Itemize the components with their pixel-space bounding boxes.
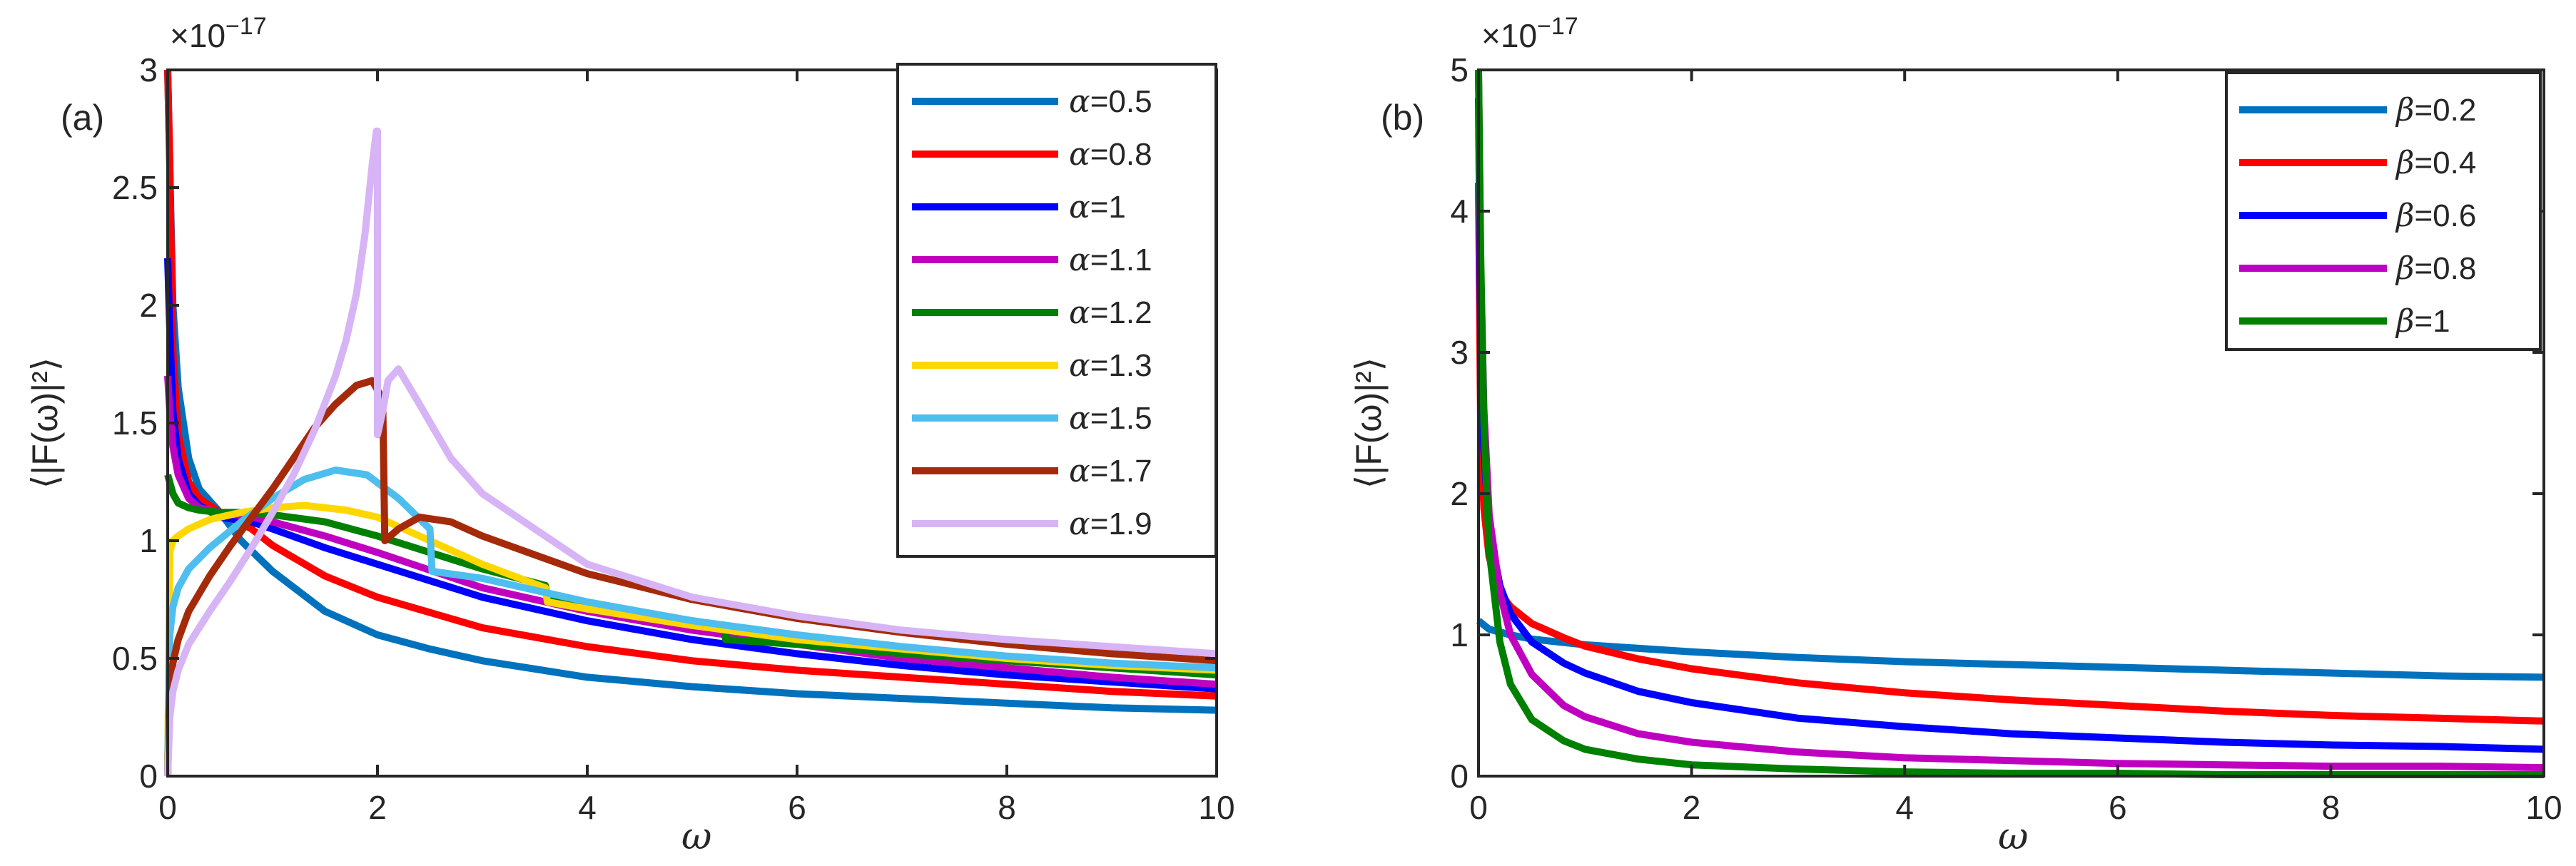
legend-label: β=0.2 <box>2395 92 2476 128</box>
legend-symbol: α <box>1069 295 1090 331</box>
x-tick-label: 6 <box>788 789 806 826</box>
y-tick-label: 2.5 <box>112 169 158 206</box>
y-tick-label: 4 <box>1450 193 1469 230</box>
series-line-α-1.1 <box>164 375 1217 688</box>
panel-b-ticks: 0 2 4 6 8 10 0 1 2 3 4 5 <box>1450 51 2562 826</box>
panel-b-label: (b) <box>1381 98 1424 138</box>
legend-label: β=0.6 <box>2395 198 2476 234</box>
legend-value: =1 <box>1090 190 1126 225</box>
legend-value: =0.4 <box>2414 146 2476 180</box>
panel-b-axes-box <box>1477 68 2545 778</box>
x-tick-label: 10 <box>2525 789 2562 826</box>
x-tick-label: 0 <box>158 789 177 826</box>
series-line-α-1.9 <box>164 127 1217 777</box>
panel-a: 0 2 4 6 8 10 0 0.5 1 1.5 2 2.5 3 (a) ×10−17 ω ⟨|F(ω)… <box>25 13 1235 858</box>
x-tick-label: 0 <box>1469 789 1488 826</box>
panel-b-x-axis-label: ω <box>1998 815 2028 858</box>
x-tick-label: 4 <box>578 789 597 826</box>
legend-label: α=1.9 <box>1069 506 1152 542</box>
x-tick-label: 8 <box>998 789 1016 826</box>
x-tick-label: 6 <box>2109 789 2127 826</box>
panel-b-exponent: ×10−17 <box>1481 13 1578 54</box>
x-tick-label: 2 <box>368 789 387 826</box>
legend-value: =0.8 <box>2414 251 2476 286</box>
legend-value: =1.1 <box>1090 243 1152 277</box>
legend-value: =1 <box>2414 304 2450 339</box>
legend-symbol: α <box>1069 506 1090 542</box>
legend-symbol: β <box>2395 250 2414 287</box>
legend-label: α=0.5 <box>1069 83 1152 120</box>
legend-label: β=0.4 <box>2395 145 2476 181</box>
legend-symbol: β <box>2395 303 2414 340</box>
legend-symbol: α <box>1069 83 1090 120</box>
panel-a-legend-items: α=0.5α=0.8α=1α=1.1α=1.2α=1.3α=1.5α=1.7α=… <box>912 83 1152 542</box>
legend-label: β=0.8 <box>2395 250 2476 287</box>
legend-label: α=1 <box>1069 189 1126 225</box>
panel-a-label: (a) <box>61 98 104 138</box>
series-line-α-0.5 <box>164 69 1217 714</box>
y-tick-label: 0 <box>139 758 158 795</box>
y-tick-label: 3 <box>1450 334 1469 371</box>
legend-value: =0.6 <box>2414 198 2476 233</box>
legend-label: α=1.2 <box>1069 295 1152 331</box>
y-tick-label: 1 <box>139 522 158 559</box>
panel-a-series <box>164 69 1217 777</box>
legend-value: =1.9 <box>1090 506 1152 541</box>
panel-b-y-axis-label: ⟨|F(ω)|²⟩ <box>1349 357 1389 489</box>
legend-symbol: α <box>1069 347 1090 384</box>
legend-label: α=1.5 <box>1069 400 1152 437</box>
y-tick-label: 2 <box>139 287 158 324</box>
legend-label: α=1.3 <box>1069 347 1152 384</box>
x-tick-label: 8 <box>2322 789 2341 826</box>
y-tick-label: 1 <box>1450 616 1469 653</box>
legend-symbol: α <box>1069 400 1090 437</box>
x-tick-label: 10 <box>1198 789 1234 826</box>
y-tick-label: 0 <box>1450 758 1469 795</box>
panel-a-legend: α=0.5α=0.8α=1α=1.1α=1.2α=1.3α=1.5α=1.7α=… <box>896 63 1217 558</box>
legend-value: =1.5 <box>1090 401 1152 436</box>
panel-a-x-axis-label: ω <box>681 815 711 858</box>
y-tick-label: 1.5 <box>112 404 158 442</box>
y-tick-label: 5 <box>1450 51 1469 88</box>
panel-b-series <box>1475 69 2545 778</box>
panel-b-legend-items: β=0.2β=0.4β=0.6β=0.8β=1 <box>2239 92 2476 340</box>
legend-symbol: α <box>1069 136 1090 173</box>
legend-value: =1.3 <box>1090 348 1152 383</box>
panel-a-y-axis-label: ⟨|F(ω)|²⟩ <box>25 357 65 489</box>
legend-value: =1.2 <box>1090 295 1152 330</box>
legend-symbol: α <box>1069 453 1090 489</box>
y-tick-label: 0.5 <box>112 640 158 677</box>
legend-label: α=1.7 <box>1069 453 1152 489</box>
legend-value: =0.8 <box>1090 137 1152 172</box>
panel-b-legend: β=0.2β=0.4β=0.6β=0.8β=1 <box>2225 71 2542 351</box>
legend-value: =0.2 <box>2414 93 2476 128</box>
y-tick-label: 2 <box>1450 475 1469 512</box>
panel-b-legend-box <box>2225 71 2542 351</box>
x-tick-label: 4 <box>1895 789 1914 826</box>
legend-label: β=1 <box>2395 303 2450 340</box>
legend-value: =1.7 <box>1090 454 1152 489</box>
legend-symbol: β <box>2395 198 2414 234</box>
panel-a-exponent: ×10−17 <box>170 13 267 54</box>
legend-label: α=0.8 <box>1069 136 1152 173</box>
y-tick-label: 3 <box>139 51 158 88</box>
x-tick-label: 2 <box>1683 789 1701 826</box>
legend-symbol: α <box>1069 189 1090 225</box>
legend-label: α=1.1 <box>1069 242 1152 278</box>
legend-value: =0.5 <box>1090 84 1152 119</box>
legend-symbol: β <box>2395 145 2414 181</box>
legend-symbol: α <box>1069 242 1090 278</box>
legend-symbol: β <box>2395 92 2414 128</box>
